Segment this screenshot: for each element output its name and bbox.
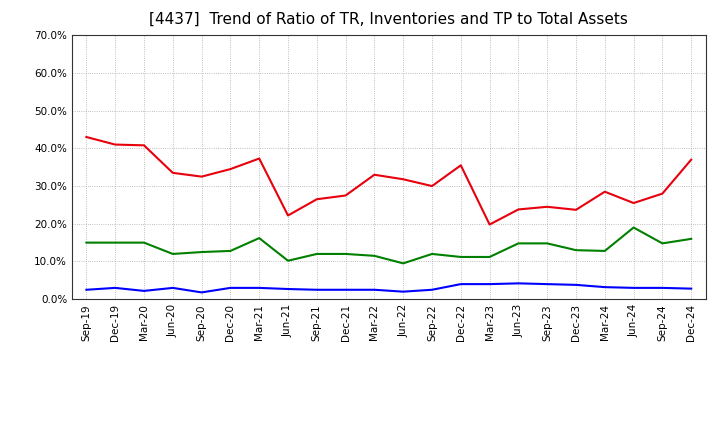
Inventories (399, 289, 408, 294)
Trade Payables (399, 261, 408, 266)
Trade Receivables (197, 174, 206, 179)
Inventories (485, 282, 494, 287)
Trade Payables (284, 258, 292, 264)
Trade Payables (485, 254, 494, 260)
Line: Trade Payables: Trade Payables (86, 227, 691, 264)
Trade Payables (111, 240, 120, 245)
Trade Receivables (600, 189, 609, 194)
Inventories (600, 285, 609, 290)
Inventories (572, 282, 580, 287)
Trade Receivables (543, 204, 552, 209)
Trade Receivables (399, 176, 408, 182)
Inventories (197, 290, 206, 295)
Trade Payables (82, 240, 91, 245)
Trade Receivables (572, 207, 580, 213)
Trade Receivables (658, 191, 667, 196)
Trade Receivables (140, 143, 148, 148)
Trade Payables (629, 225, 638, 230)
Inventories (658, 285, 667, 290)
Title: [4437]  Trend of Ratio of TR, Inventories and TP to Total Assets: [4437] Trend of Ratio of TR, Inventories… (149, 12, 629, 27)
Trade Payables (341, 251, 350, 257)
Trade Receivables (226, 166, 235, 172)
Inventories (312, 287, 321, 293)
Trade Receivables (456, 163, 465, 168)
Trade Payables (543, 241, 552, 246)
Trade Receivables (514, 207, 523, 212)
Trade Receivables (687, 157, 696, 162)
Trade Payables (197, 249, 206, 255)
Trade Receivables (428, 183, 436, 189)
Trade Receivables (255, 156, 264, 161)
Trade Receivables (485, 222, 494, 227)
Inventories (168, 285, 177, 290)
Inventories (82, 287, 91, 293)
Trade Receivables (111, 142, 120, 147)
Trade Receivables (629, 200, 638, 205)
Line: Inventories: Inventories (86, 283, 691, 293)
Inventories (629, 285, 638, 290)
Trade Receivables (341, 193, 350, 198)
Inventories (514, 281, 523, 286)
Trade Receivables (312, 197, 321, 202)
Inventories (226, 285, 235, 290)
Inventories (341, 287, 350, 293)
Trade Payables (456, 254, 465, 260)
Trade Payables (312, 251, 321, 257)
Trade Payables (572, 248, 580, 253)
Trade Payables (428, 251, 436, 257)
Trade Payables (687, 236, 696, 242)
Trade Receivables (168, 170, 177, 176)
Trade Payables (600, 248, 609, 253)
Trade Receivables (284, 213, 292, 218)
Trade Payables (370, 253, 379, 258)
Inventories (456, 282, 465, 287)
Inventories (111, 285, 120, 290)
Trade Receivables (82, 134, 91, 139)
Trade Payables (140, 240, 148, 245)
Inventories (284, 286, 292, 292)
Inventories (370, 287, 379, 293)
Trade Receivables (370, 172, 379, 177)
Trade Payables (658, 241, 667, 246)
Trade Payables (226, 248, 235, 253)
Inventories (428, 287, 436, 293)
Line: Trade Receivables: Trade Receivables (86, 137, 691, 224)
Trade Payables (255, 235, 264, 241)
Inventories (543, 282, 552, 287)
Inventories (140, 288, 148, 293)
Trade Payables (514, 241, 523, 246)
Inventories (687, 286, 696, 291)
Trade Payables (168, 251, 177, 257)
Inventories (255, 285, 264, 290)
